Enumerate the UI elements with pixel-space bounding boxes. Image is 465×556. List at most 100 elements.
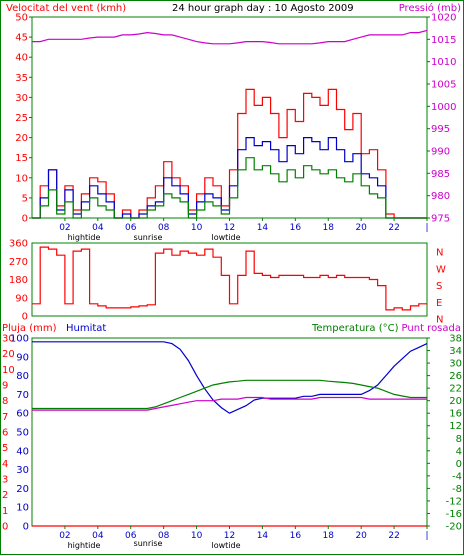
pressure-tick-label: 990 bbox=[431, 147, 450, 158]
humidity-tick-label: 80 bbox=[16, 371, 29, 382]
rain-tick-label: 1 bbox=[2, 506, 8, 517]
direction-degree-ticks: 0 90 180 270 360 bbox=[9, 239, 28, 323]
chart-title: 24 hour graph day : 10 Agosto 2009 bbox=[172, 3, 354, 14]
x-tick-label: 04 bbox=[92, 531, 104, 541]
x-tick-label: 08 bbox=[158, 531, 170, 541]
x-tick-label: 04 bbox=[92, 223, 104, 233]
dew-point-axis-label: Punt rosada bbox=[402, 323, 461, 334]
humidity-tick-label: 60 bbox=[16, 409, 29, 420]
pressure-tick-label: 1005 bbox=[431, 80, 456, 91]
direction-tick-label: 270 bbox=[9, 257, 28, 268]
humidity-tick-label: 90 bbox=[16, 352, 29, 363]
temperature-tick-label: 22 bbox=[449, 384, 462, 395]
x-tick-label: 02 bbox=[59, 531, 70, 541]
direction-tick-label: 0 bbox=[22, 312, 28, 323]
wind-speed-tick-label: 45 bbox=[15, 33, 28, 44]
rain-tick-label: 9 bbox=[2, 381, 8, 392]
x-tick-label: 14 bbox=[257, 531, 269, 541]
sunrise-label-1: sunrise bbox=[134, 233, 163, 242]
rain-tick-label: 0 bbox=[2, 522, 8, 533]
rain-tick-label: 6 bbox=[2, 428, 8, 439]
wind-speed-tick-label: 35 bbox=[15, 73, 28, 84]
x-tick-label: 18 bbox=[323, 531, 335, 541]
lowtide-label-1: lowtide bbox=[211, 233, 240, 242]
wind-speed-tick-label: 50 bbox=[15, 13, 28, 24]
wind-speed-axis-label: Velocitat del vent (kmh) bbox=[6, 3, 126, 14]
temperature-tick-label: -12 bbox=[446, 496, 462, 507]
temperature-tick-label: 8 bbox=[456, 434, 462, 445]
temperature-tick-label: 0 bbox=[456, 459, 462, 470]
x-tick-label: 10 bbox=[191, 531, 203, 541]
x-tick-label: 12 bbox=[224, 223, 235, 233]
x-tick-label: 18 bbox=[323, 223, 335, 233]
temperature-axis-label: Temperatura (°C) bbox=[311, 323, 399, 334]
series-temperatura-c- bbox=[32, 379, 427, 410]
wind-pressure-series bbox=[32, 29, 428, 219]
humidity-temp-panel: Pluja (mm) Humitat Temperatura (°C) Punt… bbox=[2, 323, 462, 550]
humidity-axis-label: Humitat bbox=[66, 323, 106, 334]
series-pressure bbox=[32, 29, 428, 45]
wind-speed-tick-label: 0 bbox=[22, 214, 28, 225]
humidity-ticks: 0 10 20 30 40 50 60 70 80 90 100 bbox=[10, 334, 29, 533]
compass-point-label: N bbox=[436, 248, 443, 259]
x-tick-label: 16 bbox=[290, 531, 302, 541]
temperature-tick-label: 34 bbox=[449, 346, 462, 357]
temperature-tick-label: 26 bbox=[449, 371, 462, 382]
pressure-axis-label: Pressió (mb) bbox=[399, 2, 461, 14]
wind-speed-tick-label: 15 bbox=[15, 153, 28, 164]
wind-speed-tick-label: 5 bbox=[22, 193, 28, 204]
humidity-tick-label: 40 bbox=[16, 446, 29, 457]
direction-tick-label: 180 bbox=[9, 275, 28, 286]
x-tick-label: 20 bbox=[355, 223, 367, 233]
rain-tick-label: 10 bbox=[2, 365, 15, 376]
rain-tick-label: 3 bbox=[2, 475, 8, 486]
x-tick-label: 12 bbox=[224, 531, 235, 541]
temperature-tick-label: 4 bbox=[456, 446, 462, 457]
x-tick-label: 10 bbox=[191, 223, 203, 233]
temperature-tick-label: -8 bbox=[452, 484, 462, 495]
x-tick-label: 20 bbox=[355, 531, 367, 541]
rain-tick-label: 4 bbox=[2, 459, 8, 470]
temperature-tick-label: -16 bbox=[446, 509, 462, 520]
series-average bbox=[32, 137, 427, 219]
direction-tick-label: 90 bbox=[15, 293, 28, 304]
rain-tick-label: 2 bbox=[2, 490, 8, 501]
x-tick-label: 14 bbox=[257, 223, 269, 233]
wind-direction-series bbox=[32, 246, 427, 311]
temperature-tick-label: 30 bbox=[449, 359, 462, 370]
wind-speed-tick-label: 40 bbox=[15, 53, 28, 64]
pressure-tick-label: 995 bbox=[431, 124, 450, 135]
temperature-tick-label: -4 bbox=[452, 471, 462, 482]
pressure-tick-label: 1020 bbox=[431, 13, 456, 24]
pressure-ticks: 975 980 985 990 995 1000 1005 1010 1015 1020 bbox=[427, 13, 456, 225]
compass-point-label: N bbox=[436, 315, 443, 326]
wind-speed-ticks: 0 5 10 15 20 25 30 35 40 45 50 bbox=[15, 13, 32, 225]
rain-axis-label: Pluja (mm) bbox=[2, 323, 57, 334]
panel3-x-ticks: 02 04 06 08 10 12 14 16 18 20 22 | bbox=[59, 526, 429, 541]
rain-ticks: 0 1 2 3 4 5 6 7 8 9 10 20 30 bbox=[2, 334, 15, 533]
x-tick-label: 02 bbox=[59, 223, 70, 233]
rain-tick-label: 8 bbox=[2, 396, 8, 407]
panel1-x-ticks: 02 04 06 08 10 12 14 16 18 20 22 | bbox=[59, 218, 429, 233]
x-tick-label: 22 bbox=[388, 223, 399, 233]
hightide-label-2: hightide bbox=[68, 541, 101, 550]
temperature-tick-label: -20 bbox=[446, 522, 462, 533]
temperature-tick-label: 20 bbox=[449, 396, 462, 407]
humidity-tick-label: 0 bbox=[23, 522, 29, 533]
x-tick-label: 06 bbox=[125, 531, 137, 541]
humidity-tick-label: 30 bbox=[16, 465, 29, 476]
series-humitat bbox=[32, 341, 428, 414]
pressure-tick-label: 1000 bbox=[431, 102, 456, 113]
x-tick-label: 06 bbox=[125, 223, 137, 233]
x-tick-label: | bbox=[425, 531, 428, 541]
hightide-label-1: hightide bbox=[68, 233, 101, 242]
humidity-tick-label: 50 bbox=[16, 428, 29, 439]
rain-tick-label: 30 bbox=[2, 334, 15, 345]
temperature-tick-label: 12 bbox=[449, 421, 462, 432]
compass-point-label: E bbox=[436, 298, 442, 309]
